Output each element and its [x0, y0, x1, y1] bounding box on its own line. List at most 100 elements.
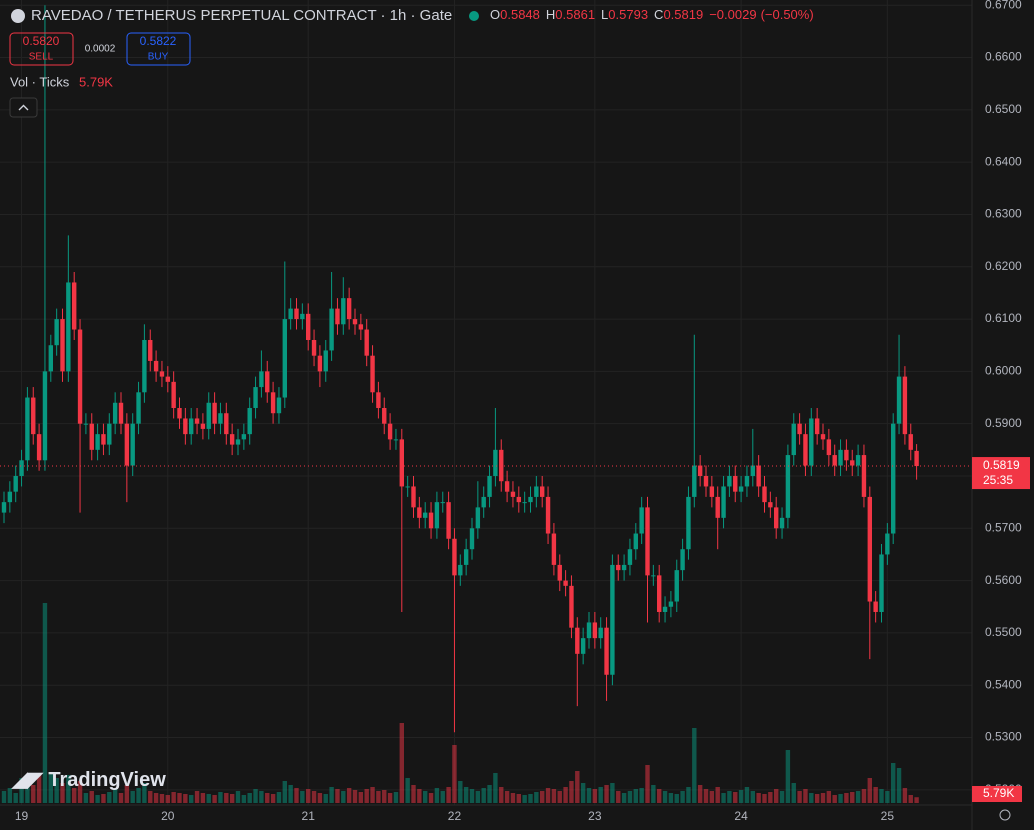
volume-bar	[229, 794, 235, 803]
collapse-button[interactable]	[9, 97, 38, 118]
volume-bar	[458, 781, 463, 803]
candle-body	[902, 376, 908, 435]
volume-bar	[902, 788, 908, 803]
candle-body	[621, 564, 627, 571]
candle-body	[77, 329, 83, 424]
candle-body	[259, 371, 264, 388]
candle-body	[686, 496, 691, 550]
volume-bar	[364, 789, 369, 803]
volume-bar	[516, 794, 521, 803]
y-tick-label: 0.6000	[985, 364, 1022, 378]
candle-body	[908, 434, 913, 450]
ohlc-label: O	[490, 7, 500, 22]
volume-bar	[405, 778, 410, 803]
volume-bar	[212, 795, 217, 803]
volume-bar	[317, 793, 323, 803]
candle-body	[288, 308, 293, 320]
y-tick-label: 0.6100	[985, 311, 1022, 325]
settings-icon[interactable]	[999, 809, 1011, 821]
candle-body	[19, 460, 24, 476]
volume-bar	[569, 781, 574, 803]
candle-body	[914, 450, 919, 467]
candle-body	[499, 449, 504, 482]
volume-bar	[522, 795, 527, 803]
candle-body	[112, 402, 118, 424]
candle-body	[60, 319, 65, 372]
sell-label[interactable]: SELL	[29, 52, 54, 63]
candle-body	[148, 339, 153, 361]
volume-bar	[101, 794, 106, 803]
candle-body	[510, 491, 516, 497]
volume-bar	[510, 793, 516, 803]
candle-body	[733, 475, 738, 492]
volume-bar	[540, 791, 545, 803]
candle-body	[709, 486, 715, 497]
candle-body	[72, 282, 77, 330]
volume-bar	[750, 791, 755, 803]
buy-price[interactable]: 0.5822	[140, 34, 177, 48]
volume-bar	[534, 792, 539, 803]
market-status	[469, 11, 479, 21]
buy-button[interactable]	[126, 32, 191, 66]
volume-bar	[382, 790, 387, 803]
candle-body	[66, 282, 71, 372]
volume-bar	[744, 787, 750, 803]
candle-body	[229, 434, 235, 445]
x-tick-label: 19	[15, 809, 29, 823]
volume-bar	[253, 789, 258, 803]
volume-bar	[136, 788, 141, 803]
candle-body	[826, 439, 832, 456]
sell-button[interactable]	[9, 32, 74, 66]
volume-bar	[475, 791, 481, 803]
volume-bar	[738, 790, 744, 803]
volume-bar	[586, 788, 592, 803]
volume-tag	[972, 786, 1022, 802]
candle-body	[861, 455, 867, 497]
volume-bar	[346, 788, 352, 803]
candle-body	[458, 564, 463, 576]
candle-body	[504, 481, 510, 492]
volume-bar	[774, 789, 779, 803]
candle-body	[130, 423, 135, 466]
ohlc-label: H	[546, 7, 555, 22]
symbol-icon	[11, 9, 25, 23]
candle-body	[627, 549, 633, 565]
volume-bar	[733, 792, 738, 803]
ohlc-value: 0.5861	[555, 7, 595, 22]
volume-bar	[171, 792, 176, 803]
candle-body	[715, 496, 720, 518]
volume-bar	[130, 791, 135, 803]
volume-bar	[832, 795, 837, 803]
volume-bar	[855, 791, 861, 803]
candle-body	[36, 434, 42, 461]
volume-bar	[814, 794, 820, 803]
volume-bar	[446, 787, 451, 803]
candle-body	[662, 606, 668, 612]
candle-body	[487, 475, 492, 497]
chart-title: RAVEDAO / TETHERUS PERPETUAL CONTRACT · …	[31, 7, 452, 24]
y-tick-label: 0.5700	[985, 520, 1022, 534]
volume-bar	[463, 787, 469, 803]
volume-bar	[54, 778, 59, 803]
candle-body	[580, 638, 586, 654]
volume-bar	[873, 787, 878, 803]
volume-bar	[124, 785, 130, 803]
chevron-icon	[18, 104, 29, 111]
candle-body	[820, 434, 826, 440]
sell-price[interactable]: 0.5820	[23, 34, 60, 48]
candle-body	[610, 564, 615, 675]
volume-bar	[376, 791, 381, 803]
candle-body	[540, 486, 545, 497]
candle-body	[569, 585, 574, 628]
candle-body	[411, 486, 416, 508]
candle-body	[42, 371, 48, 461]
candles	[1, 5, 919, 733]
candle-body	[323, 350, 328, 372]
volume-tag-value: 5.79K	[983, 786, 1014, 800]
volume-bar	[779, 791, 785, 803]
volume-bar	[399, 723, 404, 803]
candle-body	[762, 486, 767, 503]
buy-label[interactable]: BUY	[148, 52, 169, 63]
candle-body	[680, 549, 685, 571]
candle-body	[744, 475, 750, 487]
